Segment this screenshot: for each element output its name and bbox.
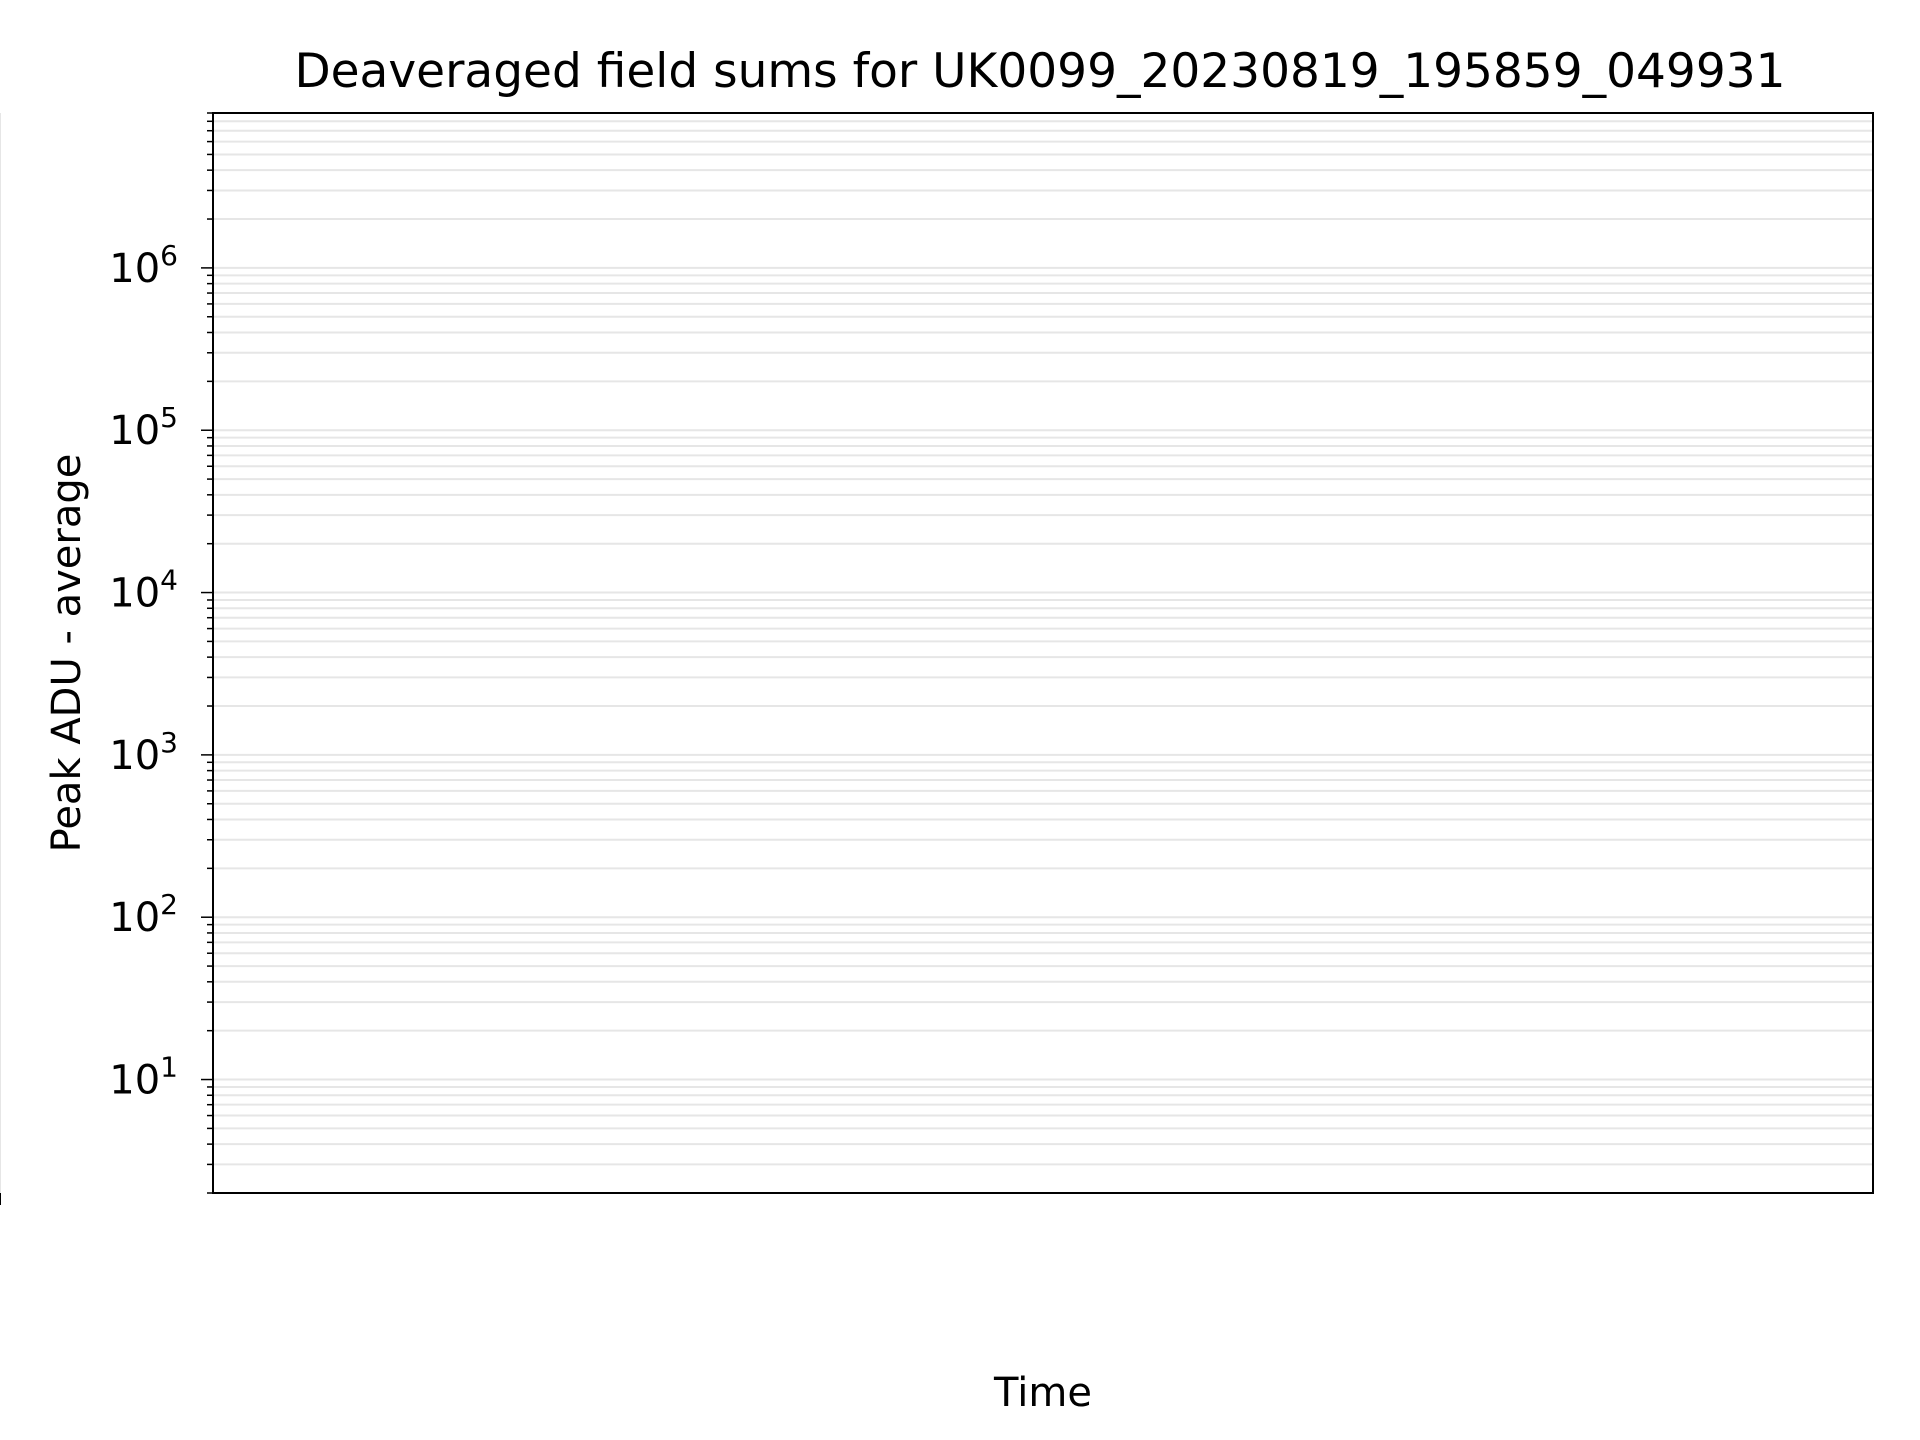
y-tick-base: 10	[109, 1058, 160, 1104]
y-tick-exponent: 2	[160, 888, 178, 921]
y-tick-exponent: 6	[160, 239, 178, 272]
y-tick-label: 105	[109, 401, 178, 454]
grid-lines	[0, 112, 1873, 1194]
chart-title: Deaveraged field sums for UK0099_2023081…	[294, 44, 1785, 99]
y-tick-exponent: 1	[160, 1051, 178, 1084]
y-axis-label: Peak ADU - average	[44, 454, 90, 853]
y-tick-base: 10	[109, 733, 160, 779]
y-tick-exponent: 3	[160, 726, 178, 759]
y-tick-label: 104	[109, 564, 178, 617]
y-tick-label: 101	[109, 1051, 178, 1104]
y-tick-exponent: 5	[160, 401, 178, 434]
plot-area-frame	[212, 112, 1874, 1194]
x-axis-label: Time	[993, 1370, 1092, 1416]
y-tick-base: 10	[109, 895, 160, 941]
y-tick-label: 102	[109, 888, 178, 941]
y-tick-label: 106	[109, 239, 178, 292]
y-tick-base: 10	[109, 246, 160, 292]
y-tick-base: 10	[109, 571, 160, 617]
y-tick-exponent: 4	[160, 564, 178, 597]
y-tick-label: 103	[109, 726, 178, 779]
y-tick-base: 10	[109, 408, 160, 454]
